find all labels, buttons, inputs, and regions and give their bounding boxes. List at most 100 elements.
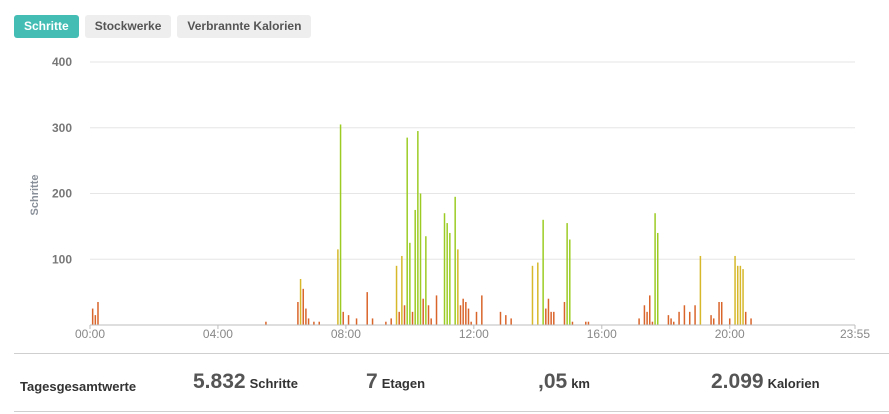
y-tick-label: 400 xyxy=(52,55,72,69)
distance-total: ,05 km xyxy=(538,370,590,394)
bar xyxy=(657,232,659,325)
floors-total-value: 7 xyxy=(366,370,378,393)
bar xyxy=(401,255,403,325)
distance-total-value: ,05 xyxy=(538,370,568,393)
bar xyxy=(545,308,547,325)
x-tick-label: 04:00 xyxy=(203,327,233,341)
divider xyxy=(14,353,889,354)
bar xyxy=(409,242,411,325)
bar xyxy=(454,196,456,325)
bar xyxy=(299,278,302,325)
bar xyxy=(313,321,315,325)
bar xyxy=(547,298,550,325)
x-tick-label: 12:00 xyxy=(459,327,489,341)
bar xyxy=(97,301,99,325)
bar xyxy=(411,311,414,325)
floors-total: 7 Etagen xyxy=(366,370,425,394)
bar xyxy=(566,223,568,325)
x-tick-label: 23:55 xyxy=(840,327,870,341)
bar xyxy=(297,301,299,325)
bar xyxy=(425,236,427,325)
bar xyxy=(537,262,539,325)
bar xyxy=(720,301,723,325)
bar xyxy=(712,318,715,325)
bar xyxy=(417,131,419,325)
bar xyxy=(672,321,675,325)
y-tick-label: 200 xyxy=(52,187,72,201)
bar xyxy=(710,315,712,325)
steps-total: 5.832 Schritte xyxy=(193,370,298,394)
bar xyxy=(371,318,374,325)
bar xyxy=(481,295,483,325)
bar xyxy=(510,318,512,325)
calories-total-value: 2.099 xyxy=(711,370,764,393)
bar xyxy=(643,305,646,325)
bar xyxy=(94,315,97,325)
chart-bars xyxy=(91,124,752,326)
y-axis-ticks: 100 200 300 400 xyxy=(52,55,72,266)
bar xyxy=(678,311,680,325)
distance-total-unit: km xyxy=(571,376,590,391)
bar xyxy=(563,301,566,325)
tab-schritte[interactable]: Schritte xyxy=(14,15,79,38)
bar xyxy=(550,311,552,325)
bar xyxy=(347,315,350,325)
bar xyxy=(265,321,267,325)
y-axis-label: Schritte xyxy=(29,175,41,216)
tab-stockwerke[interactable]: Stockwerke xyxy=(84,15,172,38)
bar xyxy=(649,295,651,325)
bar xyxy=(339,124,342,326)
bar xyxy=(467,308,470,325)
bar xyxy=(449,232,451,325)
bar xyxy=(318,321,320,325)
bar xyxy=(457,249,459,325)
calories-total-unit: Kalorien xyxy=(767,376,820,391)
bar xyxy=(459,305,462,325)
bar xyxy=(307,318,310,325)
y-tick-label: 100 xyxy=(52,252,72,266)
bottom-divider xyxy=(14,411,889,412)
bar xyxy=(355,318,358,325)
bar xyxy=(744,311,747,325)
x-axis-ticks: 00:00 04:00 08:00 12:00 16:00 20:00 23:55 xyxy=(75,325,870,341)
bar xyxy=(475,311,478,325)
bar xyxy=(430,318,432,325)
bar xyxy=(718,301,720,325)
bar xyxy=(414,209,416,325)
bar xyxy=(694,305,696,325)
bar xyxy=(470,321,472,325)
metric-tabs: Schritte Stockwerke Verbrannte Kalorien xyxy=(14,15,312,38)
tab-verbrannte-kalorien[interactable]: Verbrannte Kalorien xyxy=(177,15,312,38)
bar xyxy=(403,305,406,325)
bar xyxy=(742,269,744,325)
bar xyxy=(422,298,424,325)
bar xyxy=(688,311,691,325)
floors-total-unit: Etagen xyxy=(381,376,426,391)
x-tick-label: 20:00 xyxy=(715,327,745,341)
bar xyxy=(651,321,654,325)
totals-label: Tagesgesamtwerte xyxy=(20,379,137,394)
bar xyxy=(505,315,507,325)
bar xyxy=(443,213,446,325)
bar xyxy=(646,311,648,325)
calories-total: 2.099 Kalorien xyxy=(711,370,820,394)
bar xyxy=(419,193,422,325)
bar xyxy=(499,311,502,325)
bar xyxy=(305,308,307,325)
bar xyxy=(699,255,702,325)
daily-totals: Tagesgesamtwerte 5.832 Schritte 7 Etagen ,… xyxy=(0,370,889,400)
bar xyxy=(638,318,640,325)
bar xyxy=(734,255,736,325)
bar xyxy=(750,318,752,325)
bar xyxy=(435,295,438,325)
x-tick-label: 00:00 xyxy=(75,327,105,341)
bar xyxy=(531,265,534,325)
bar xyxy=(406,137,408,325)
bar xyxy=(390,318,392,325)
x-tick-label: 16:00 xyxy=(587,327,617,341)
bar xyxy=(302,288,304,325)
bar xyxy=(465,301,467,325)
x-tick-label: 08:00 xyxy=(331,327,361,341)
bar xyxy=(728,318,731,325)
bar xyxy=(366,292,368,325)
